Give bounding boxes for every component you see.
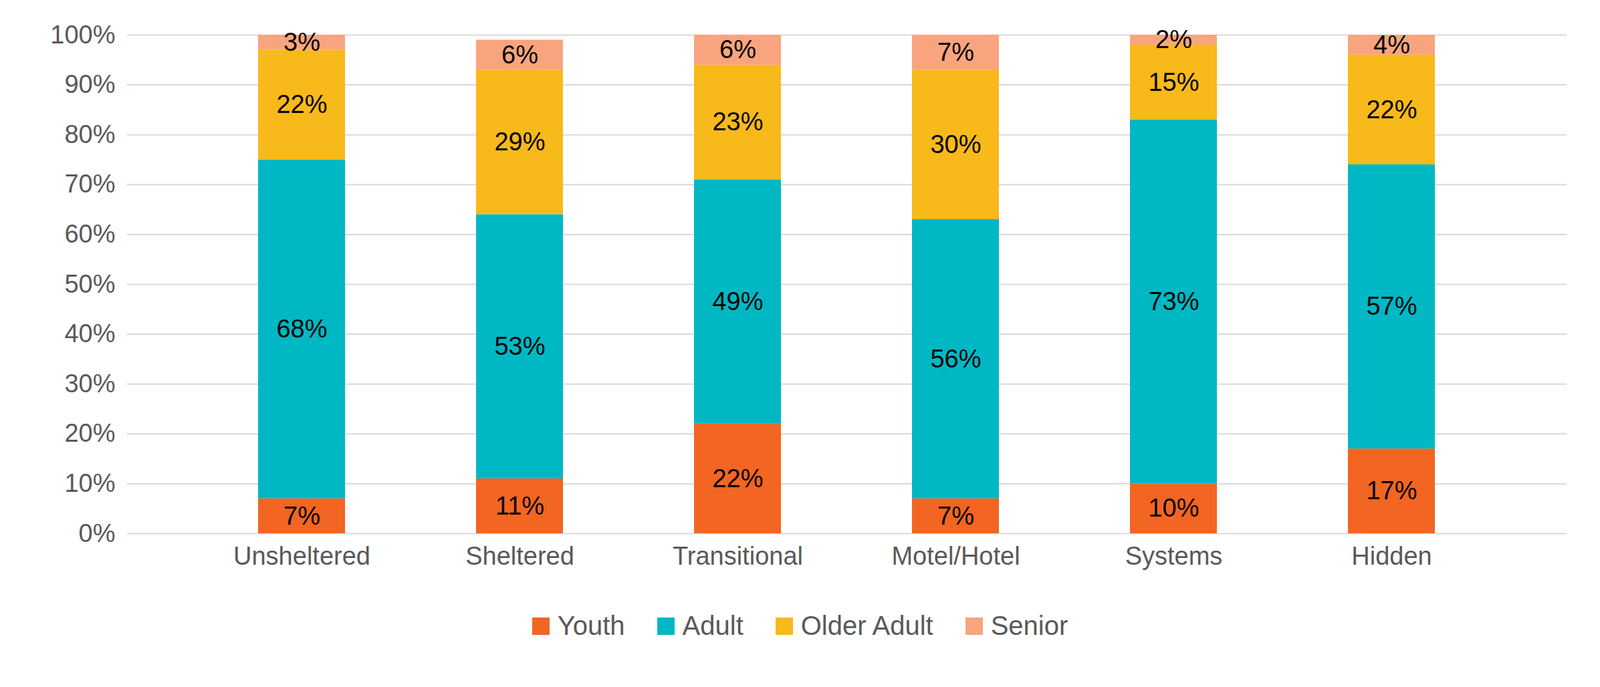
svg-text:70%: 70% — [64, 169, 116, 198]
svg-text:Motel/Hotel: Motel/Hotel — [891, 542, 1020, 571]
svg-text:50%: 50% — [64, 270, 116, 299]
svg-text:Systems: Systems — [1125, 542, 1223, 571]
svg-text:30%: 30% — [930, 130, 981, 159]
svg-text:68%: 68% — [276, 314, 327, 344]
svg-text:57%: 57% — [1365, 292, 1417, 321]
svg-text:11%: 11% — [495, 492, 545, 521]
svg-text:49%: 49% — [712, 287, 763, 316]
svg-text:73%: 73% — [1148, 287, 1199, 316]
svg-text:80%: 80% — [64, 120, 116, 149]
svg-text:0%: 0% — [78, 519, 116, 548]
svg-text:15%: 15% — [1148, 68, 1199, 97]
svg-text:22%: 22% — [276, 90, 327, 119]
html-text:Youth: Youth — [557, 611, 625, 641]
svg-text:40%: 40% — [64, 319, 116, 348]
html-text:Adult: Adult — [682, 611, 744, 641]
svg-text:30%: 30% — [64, 369, 116, 398]
svg-text:60%: 60% — [64, 219, 116, 249]
svg-text:22%: 22% — [1365, 95, 1417, 124]
svg-text:Transitional: Transitional — [672, 542, 804, 571]
html-text:Senior: Senior — [990, 611, 1068, 641]
svg-text:6%: 6% — [501, 40, 539, 69]
svg-text:10%: 10% — [64, 469, 116, 498]
svg-text:7%: 7% — [937, 38, 975, 67]
svg-text:56%: 56% — [930, 345, 981, 374]
svg-text:23%: 23% — [712, 107, 763, 136]
svg-text:Hidden: Hidden — [1351, 542, 1432, 571]
svg-text:7%: 7% — [283, 502, 321, 531]
svg-text:10%: 10% — [1148, 494, 1199, 523]
svg-text:Sheltered: Sheltered — [465, 542, 575, 571]
svg-text:17%: 17% — [1365, 476, 1417, 505]
svg-text:2%: 2% — [1155, 25, 1193, 54]
svg-text:90%: 90% — [64, 70, 116, 99]
svg-text:29%: 29% — [494, 127, 545, 156]
svg-text:6%: 6% — [719, 35, 757, 64]
svg-text:3%: 3% — [283, 28, 321, 57]
svg-text:20%: 20% — [64, 419, 116, 448]
svg-text:Unsheltered: Unsheltered — [233, 542, 371, 571]
svg-text:22%: 22% — [712, 464, 763, 493]
svg-text:100%: 100% — [50, 20, 116, 49]
svg-text:53%: 53% — [494, 332, 545, 361]
svg-text:7%: 7% — [937, 502, 975, 531]
svg-text:4%: 4% — [1373, 30, 1411, 59]
html-text:Older Adult: Older Adult — [800, 611, 934, 641]
